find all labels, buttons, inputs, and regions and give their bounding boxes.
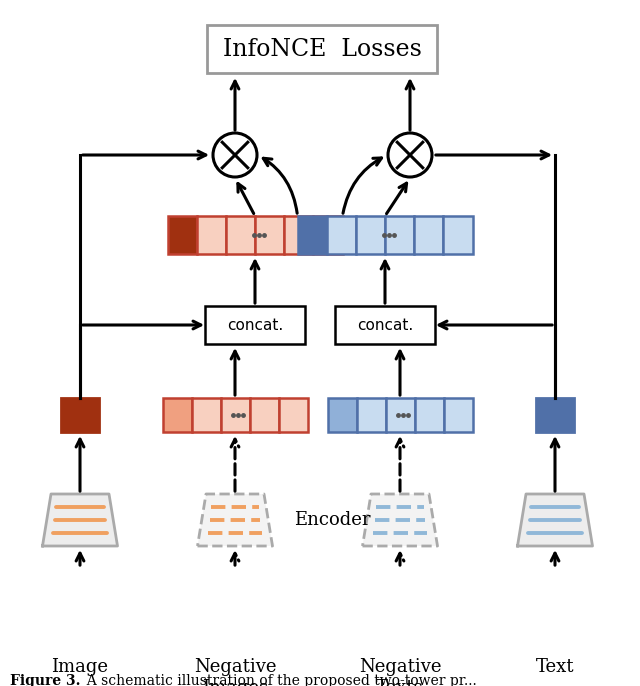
Bar	[356, 398, 385, 432]
Bar	[356, 216, 385, 254]
Text: concat.: concat.	[357, 318, 413, 333]
Bar	[415, 398, 444, 432]
Bar	[207, 25, 437, 73]
Text: Text: Text	[536, 658, 574, 676]
Text: concat.: concat.	[227, 318, 283, 333]
Bar	[385, 216, 414, 254]
Circle shape	[388, 133, 432, 177]
Bar	[255, 216, 284, 254]
Bar	[250, 398, 278, 432]
Bar	[298, 216, 326, 254]
Polygon shape	[42, 494, 118, 546]
Bar	[61, 398, 99, 432]
Bar	[335, 306, 435, 344]
Circle shape	[213, 133, 257, 177]
Bar	[226, 216, 255, 254]
Polygon shape	[362, 494, 438, 546]
Bar	[168, 216, 196, 254]
Bar	[326, 216, 356, 254]
Bar	[444, 216, 472, 254]
Bar	[328, 398, 356, 432]
Polygon shape	[518, 494, 593, 546]
Bar	[191, 398, 221, 432]
Bar	[196, 216, 226, 254]
Bar	[444, 398, 472, 432]
Bar	[205, 306, 305, 344]
Text: A schematic illustration of the proposed two-tower pr...: A schematic illustration of the proposed…	[78, 674, 477, 686]
Text: Negative
Texts: Negative Texts	[359, 658, 441, 686]
Text: InfoNCE  Losses: InfoNCE Losses	[223, 38, 421, 60]
Text: Image: Image	[51, 658, 109, 676]
Bar	[221, 398, 250, 432]
Bar	[278, 398, 307, 432]
Text: Encoder: Encoder	[294, 511, 371, 529]
Bar	[284, 216, 314, 254]
Polygon shape	[198, 494, 273, 546]
Bar	[314, 216, 342, 254]
Text: Figure 3.: Figure 3.	[10, 674, 81, 686]
Bar	[385, 398, 415, 432]
Bar	[414, 216, 444, 254]
Bar	[163, 398, 191, 432]
Text: Negative
Images: Negative Images	[194, 658, 276, 686]
Bar	[536, 398, 574, 432]
